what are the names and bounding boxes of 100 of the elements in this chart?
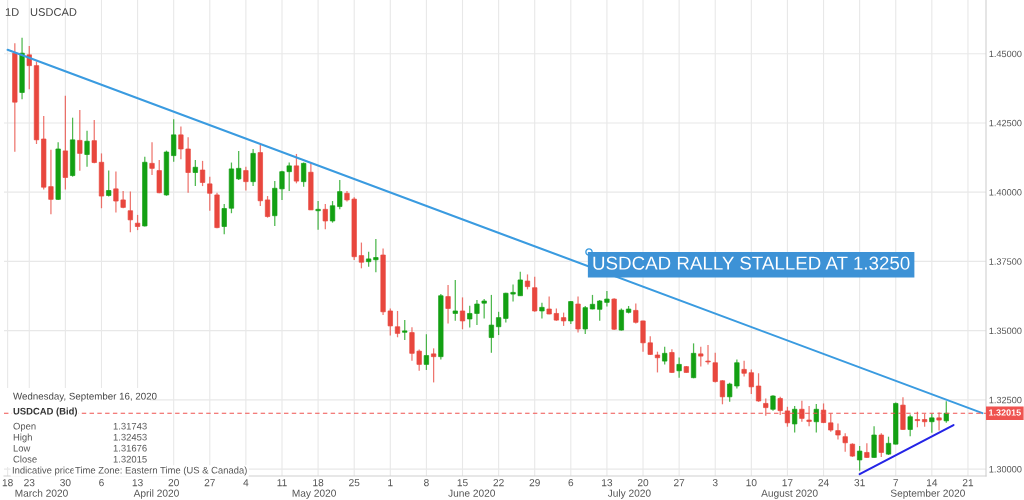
x-tick-label: 6 [568,479,574,487]
candlestick [532,276,538,313]
y-tick-label: 1.37500 [989,258,1022,265]
candlestick [806,405,812,427]
x2-tick-label: August 2020 [761,489,818,499]
candlestick [452,279,458,322]
candlestick [936,411,942,432]
candlestick [199,160,206,187]
x2-tick-label: September 2020 [890,489,965,499]
candlestick [842,432,848,453]
x-tick-label: 4 [243,479,249,487]
x2-tick-label: May 2020 [292,489,336,499]
candlestick [322,203,328,230]
candlestick [293,153,300,184]
candlestick [864,442,870,459]
x-tick-label: 7 [893,479,899,487]
y-tick-label: 1.40000 [989,189,1022,196]
annotation: Indicative price [12,466,75,476]
candlestick [423,333,429,371]
candlestick [337,179,343,210]
candlestick [669,348,675,374]
x-tick-label: 31 [854,479,865,487]
x-tick-label: 23 [24,479,35,487]
candlestick [77,109,83,172]
annotation: 1.31676 [113,444,147,452]
x-tick-label: 6 [99,479,104,487]
x-tick-label: 25 [349,479,360,487]
annotation: High [13,433,32,443]
y-tick-label: 1.30000 [989,466,1022,473]
candlestick [698,346,704,368]
text: 1D [5,8,19,16]
candlestick [358,241,365,269]
candlestick [171,118,177,163]
x-tick-label: 14 [926,479,938,487]
candlestick [91,119,97,164]
ref-line-label: 1.32015 [989,409,1021,416]
x2-tick-label: June 2020 [448,489,496,497]
candlestick [264,195,271,219]
candlestick [878,432,884,458]
annotation: Wednesday, September 16, 2020 [13,392,157,402]
annotation: Low [13,444,31,452]
x-tick-label: 27 [674,479,685,487]
candlestick [676,356,682,379]
candlestick [192,159,198,187]
x-tick-label: 17 [782,479,793,487]
candlestick [106,169,112,198]
x-tick-label: 24 [818,479,829,487]
annotation: 1.32015 [113,455,147,463]
candlestick [236,150,242,181]
x-tick-label: 18 [313,479,324,487]
x-tick-label: 27 [204,479,215,487]
candlestick [568,300,574,325]
candlestick [777,396,783,416]
candlestick [394,310,401,338]
x-tick-label: 10 [746,479,757,487]
x-tick-label: 15 [457,479,468,487]
candlestick [207,176,213,212]
y-tick-label: 1.45000 [989,50,1022,58]
candlestick [719,379,726,405]
x-tick-label: 13 [132,479,143,487]
x2-tick-label: April 2020 [133,489,179,499]
candlestick [813,403,819,434]
candlestick [402,319,408,341]
candlestick [907,413,913,437]
candlestick [127,190,133,233]
x-tick-label: 1 [388,479,393,487]
annotation: USDCAD (Bid) [13,407,78,417]
annotation: Open [13,422,36,432]
y-tick-label: 1.32500 [989,396,1022,404]
x-tick-label: 21 [962,479,974,487]
candlestick [84,130,90,168]
candlestick [488,294,494,354]
candlestick [496,311,502,336]
candlestick [221,203,227,235]
x-tick-label: 22 [493,479,504,487]
candlestick [792,405,798,434]
candlestick [459,296,466,330]
candlestick [243,166,249,192]
x-tick-label: 20 [637,479,649,487]
candlestick [654,351,661,374]
x-tick-label: 30 [60,479,71,487]
annotation: USDCAD RALLY STALLED AT 1.3250 [593,256,910,270]
candlestick [149,141,155,176]
x-tick-label: 11 [277,479,287,487]
text: USDCAD [30,8,77,16]
x-tick-label: 18 [2,479,13,487]
annotation: Time Zone: Eastern Time (US & Canada) [75,466,247,476]
candlestick [618,307,624,332]
candlestick [539,302,545,320]
candlestick [857,445,863,472]
candlestick [329,200,336,224]
annotation: 1.31743 [113,422,147,430]
candlestick [929,412,935,434]
x-tick-label: 20 [168,479,179,487]
candlestick [156,159,162,194]
y-tick-label: 1.35000 [989,327,1022,335]
candlestick [445,284,451,325]
y-tick-label: 1.42500 [989,119,1022,127]
x-tick-label: 13 [602,479,613,487]
candlestick [582,305,588,335]
